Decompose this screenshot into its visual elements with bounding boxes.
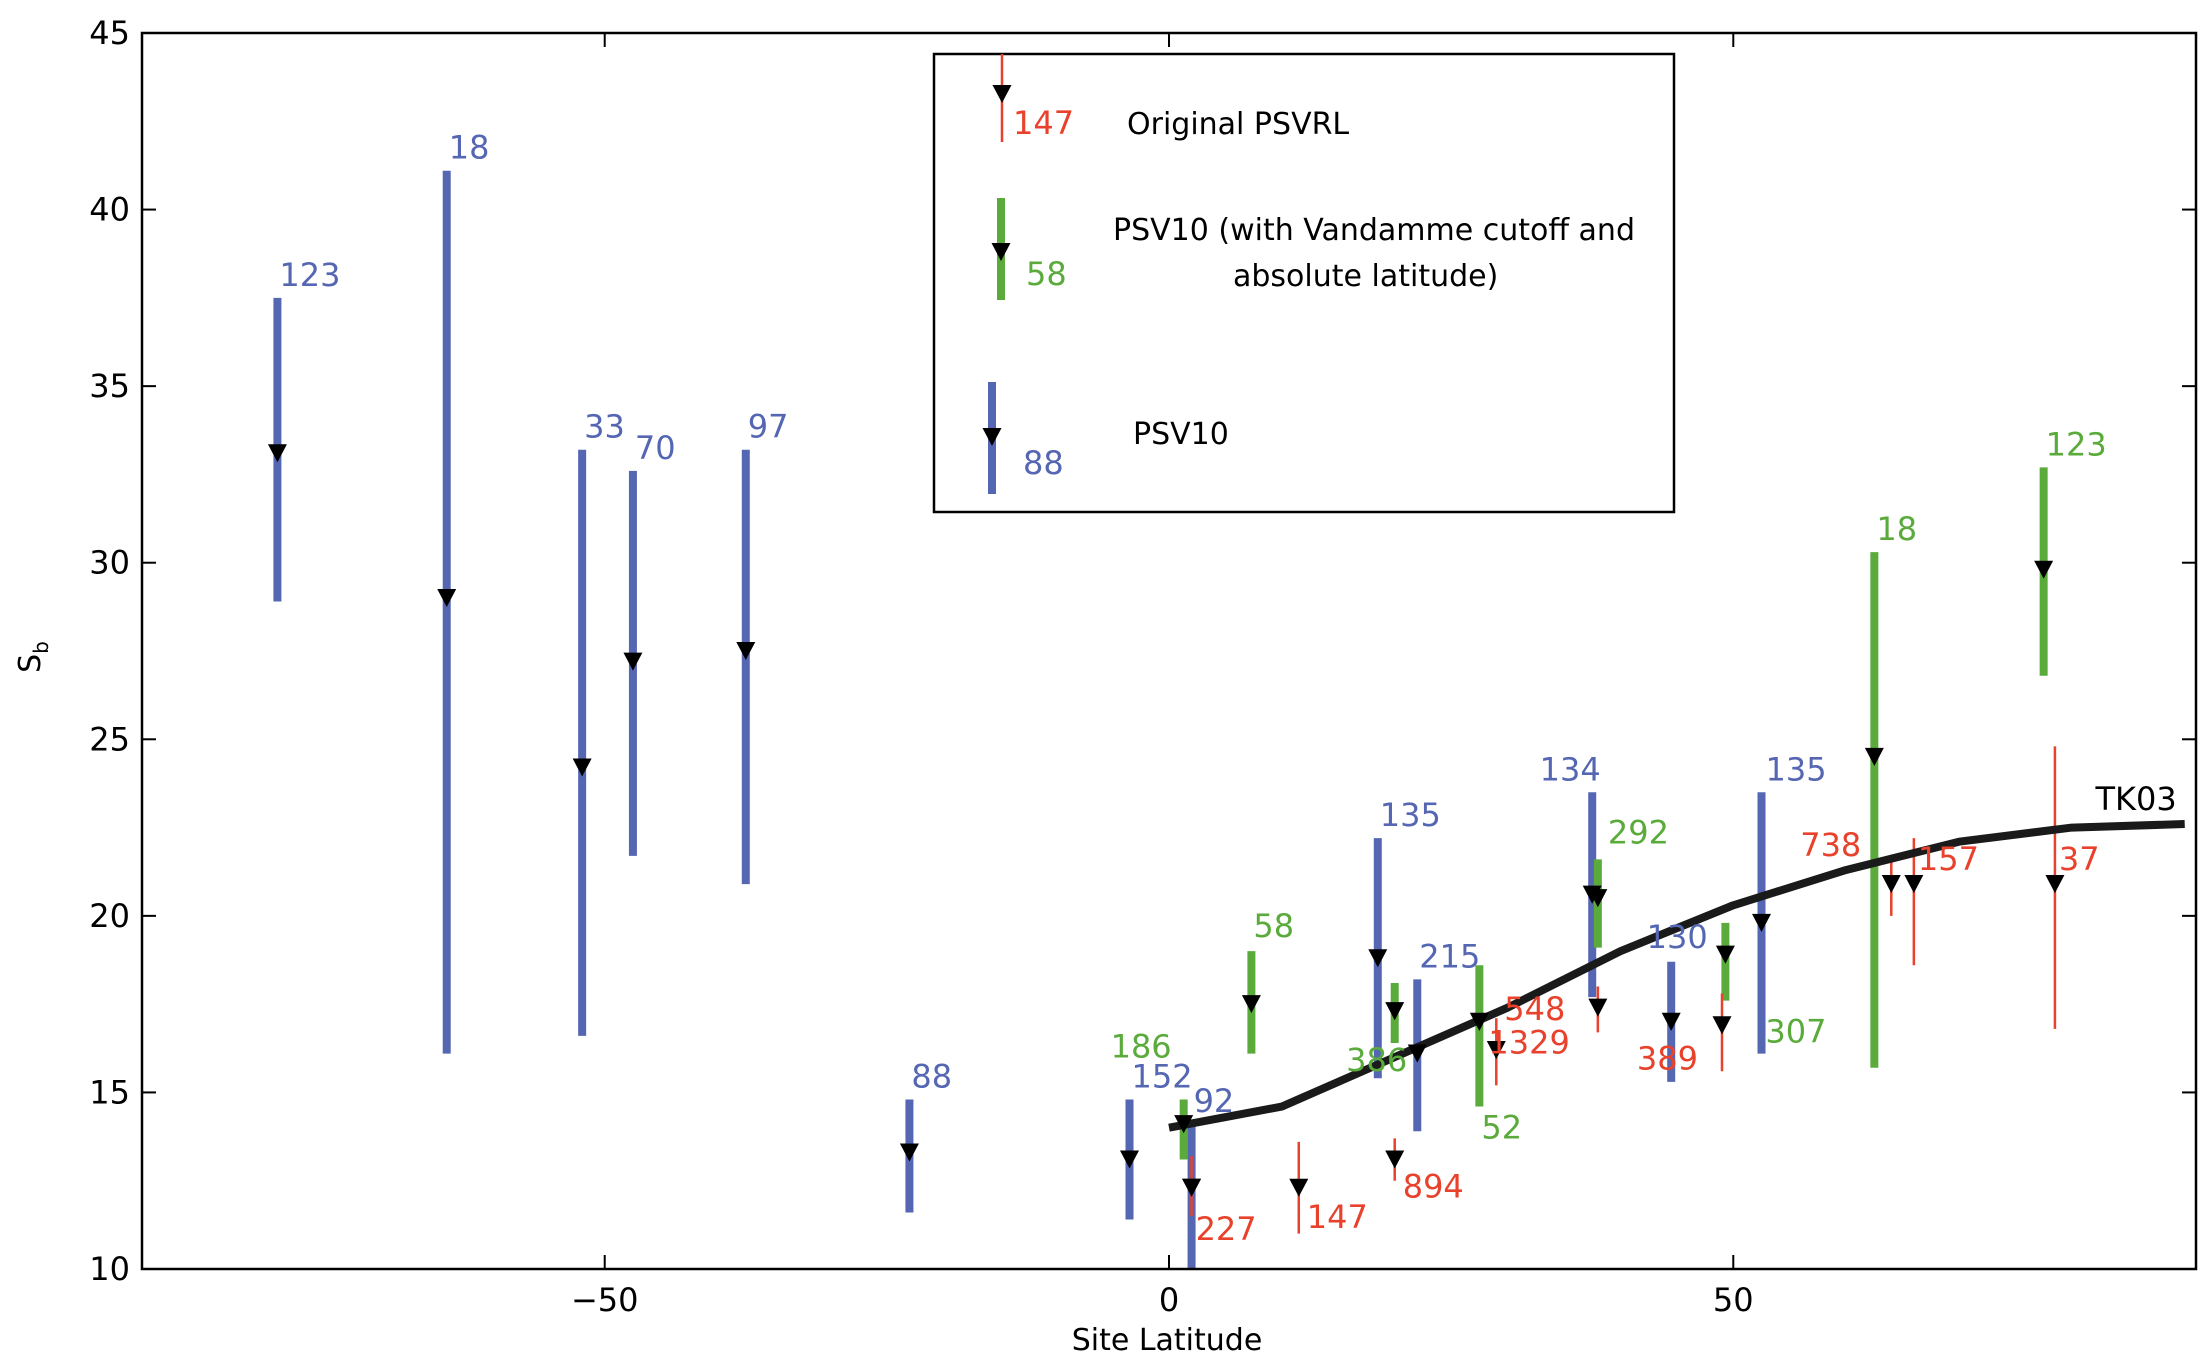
legend-vandamme-marker — [991, 242, 1011, 262]
vandamme-marker — [1469, 1012, 1489, 1031]
psv10-count-label: 130 — [1647, 918, 1708, 956]
original-marker — [1289, 1178, 1309, 1197]
y-tick-label: 30 — [89, 544, 130, 582]
psv10-marker — [1661, 1012, 1681, 1031]
legend-psv10-sample: 88 — [1023, 444, 1064, 482]
legend-original-label: Original PSVRL — [1127, 107, 1349, 142]
psv10-marker — [1368, 949, 1388, 968]
psv10-marker — [736, 641, 756, 661]
psv10-marker — [899, 1143, 919, 1162]
y-tick-label: 25 — [89, 720, 130, 758]
legend: 147 Original PSVRL 58 PSV10 (with Vandamme … — [932, 52, 1676, 514]
x-tick-label: −50 — [571, 1281, 639, 1319]
y-tick-label: 10 — [89, 1250, 130, 1288]
original-count-label: 1329 — [1488, 1024, 1569, 1062]
psv10-count-label: 135 — [1766, 750, 1827, 788]
vandamme-count-label: 18 — [1876, 510, 1917, 548]
psv10-count-label: 215 — [1419, 937, 1480, 975]
tk03-curve — [1168, 820, 2185, 1132]
vandamme-marker — [1385, 1002, 1405, 1021]
original-count-label: 147 — [1307, 1198, 1368, 1236]
psv10-marker — [1752, 913, 1771, 932]
psv10-marker — [1407, 1044, 1427, 1063]
original-count-label: 548 — [1504, 990, 1565, 1028]
legend-psv10-label: PSV10 — [1133, 417, 1229, 452]
original-count-label: 227 — [1196, 1210, 1257, 1248]
vandamme-count-label: 186 — [1111, 1027, 1172, 1065]
legend-psv10-marker — [982, 427, 1002, 447]
legend-original-marker — [992, 84, 1012, 104]
psv10-count-label: 135 — [1380, 796, 1441, 834]
psv10-count-label: 92 — [1194, 1082, 1235, 1120]
original-count-label: 389 — [1637, 1039, 1698, 1077]
psv10-marker — [267, 444, 287, 463]
vandamme-count-label: 123 — [2046, 425, 2107, 463]
vandamme-count-label: 292 — [1608, 813, 1669, 851]
vandamme-marker — [1174, 1115, 1194, 1134]
psv10-count-label: 97 — [748, 408, 789, 446]
psv10-count-label: 123 — [279, 256, 340, 294]
x-axis-label: Site Latitude — [1072, 1323, 1263, 1358]
y-tick-label: 20 — [89, 897, 130, 935]
vandamme-count-label: 386 — [1346, 1041, 1407, 1079]
original-marker — [1712, 1016, 1732, 1035]
psv10-count-label: 33 — [584, 408, 625, 446]
markers-layer — [267, 444, 2065, 1197]
tk03-curve-layer: TK03 — [1168, 780, 2185, 1132]
tk03-curve-label: TK03 — [2094, 780, 2176, 818]
psv10-count-label: 134 — [1540, 750, 1601, 788]
original-marker — [1881, 875, 1901, 894]
y-tick-label: 40 — [89, 191, 130, 229]
legend-box — [932, 52, 1676, 514]
psv10-count-label: 70 — [635, 429, 676, 467]
legend-original-sample: 147 — [1013, 104, 1074, 142]
axes-layer: −50 0 50 10 15 20 25 30 35 40 45 Site Latitude Sb — [13, 14, 2198, 1358]
psv10-count-label: 152 — [1132, 1057, 1193, 1095]
legend-vandamme-sample: 58 — [1026, 255, 1067, 293]
original-count-label: 894 — [1403, 1168, 1464, 1206]
psv10-marker — [572, 758, 592, 777]
psv10-marker — [437, 589, 457, 608]
original-count-label: 157 — [1918, 840, 1979, 878]
vandamme-marker — [1241, 995, 1261, 1014]
vandamme-count-label: 58 — [1253, 907, 1294, 945]
y-tick-label: 45 — [89, 14, 130, 52]
vandamme-marker — [1715, 945, 1735, 964]
legend-vandamme-label-line1: PSV10 (with Vandamme cutoff and — [1113, 213, 1635, 248]
x-tick-label: 0 — [1159, 1281, 1179, 1319]
y-axis-label: Sb — [13, 641, 53, 673]
original-marker — [1588, 998, 1608, 1017]
vandamme-marker — [1864, 747, 1884, 766]
legend-vandamme-label-line2: absolute latitude) — [1233, 259, 1498, 294]
original-marker — [2045, 875, 2065, 894]
original-count-label: 738 — [1800, 826, 1861, 864]
y-tick-label: 35 — [89, 367, 130, 405]
vandamme-count-label: 52 — [1481, 1109, 1522, 1147]
y-tick-label: 15 — [89, 1073, 130, 1111]
original-marker — [1904, 875, 1924, 894]
original-count-label: 37 — [2059, 840, 2100, 878]
psv10-count-label: 88 — [911, 1057, 952, 1095]
vandamme-marker — [1588, 889, 1608, 908]
original-marker — [1385, 1150, 1405, 1169]
original-marker — [1182, 1178, 1202, 1197]
vandamme-marker — [2034, 560, 2054, 579]
x-tick-label: 50 — [1713, 1281, 1754, 1319]
vandamme-count-label: 307 — [1765, 1013, 1826, 1051]
psv10-marker — [1120, 1150, 1139, 1169]
psv10-marker — [623, 652, 643, 671]
original-marker — [1486, 1041, 1506, 1060]
psv10-count-label: 18 — [449, 129, 490, 167]
